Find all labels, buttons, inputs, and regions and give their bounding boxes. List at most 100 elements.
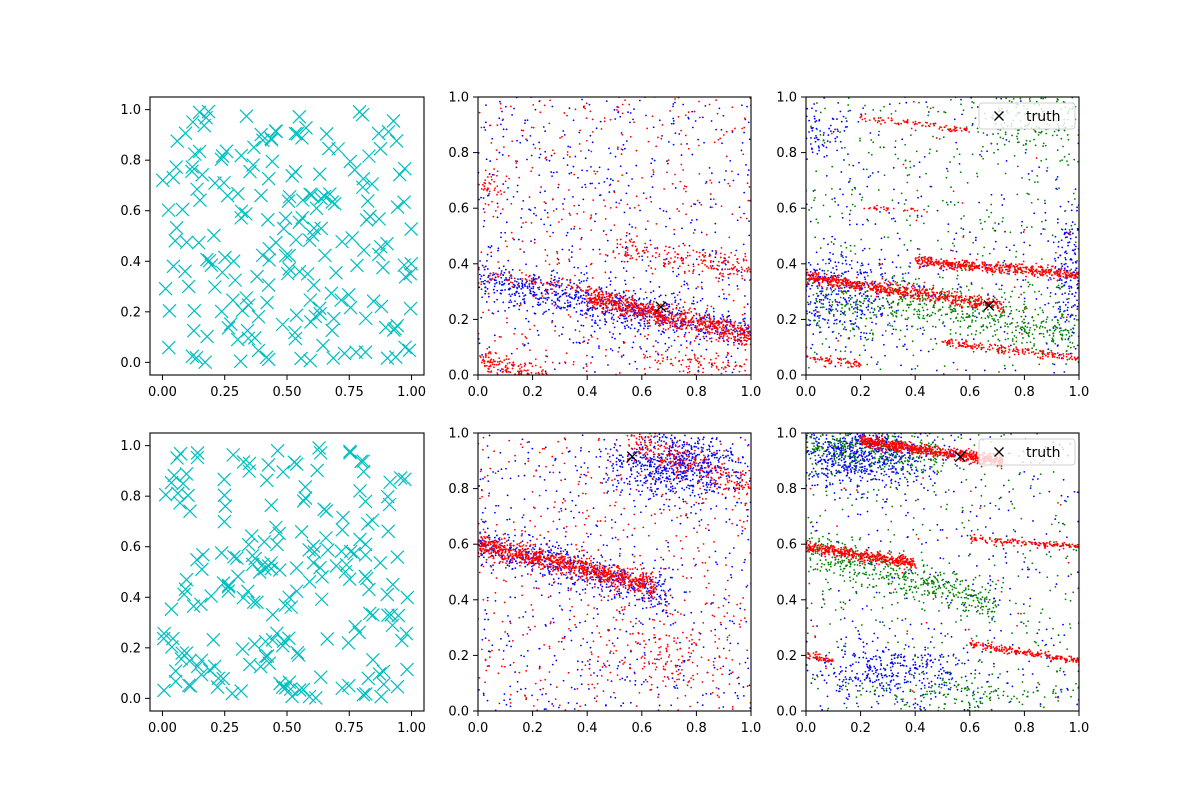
data-point xyxy=(909,166,912,169)
data-point xyxy=(1008,140,1011,143)
data-point xyxy=(234,204,249,219)
data-point xyxy=(953,118,956,121)
data-point xyxy=(516,184,519,187)
data-point xyxy=(831,308,834,311)
data-point xyxy=(694,357,696,359)
data-point xyxy=(483,185,486,188)
data-point xyxy=(736,285,739,287)
data-point xyxy=(1058,311,1061,314)
data-point xyxy=(878,310,880,312)
data-point xyxy=(1056,301,1059,304)
data-point xyxy=(524,119,527,122)
data-point xyxy=(863,297,866,300)
data-point xyxy=(692,272,694,275)
data-point xyxy=(979,332,982,334)
data-point xyxy=(666,307,669,310)
data-point xyxy=(932,135,934,138)
data-point xyxy=(1054,235,1057,238)
data-point xyxy=(502,118,504,121)
data-point xyxy=(632,310,635,313)
data-point xyxy=(591,304,594,307)
data-point xyxy=(741,268,744,271)
data-point xyxy=(914,278,917,281)
data-point xyxy=(974,117,977,120)
data-point xyxy=(732,325,735,328)
y-tick-label: 0.4 xyxy=(120,255,141,270)
data-point xyxy=(673,331,676,334)
data-point xyxy=(942,321,945,323)
data-point xyxy=(532,283,534,285)
data-point xyxy=(902,309,905,312)
data-point xyxy=(1064,256,1067,259)
data-point xyxy=(600,293,603,296)
data-point xyxy=(607,295,610,297)
data-point xyxy=(967,289,970,291)
data-point xyxy=(717,260,720,263)
data-point xyxy=(488,173,491,176)
data-point xyxy=(713,267,716,270)
data-point xyxy=(1076,206,1078,209)
data-point xyxy=(727,182,730,185)
data-point xyxy=(1071,342,1074,344)
data-point xyxy=(675,320,678,322)
data-point xyxy=(604,271,607,274)
data-point xyxy=(832,330,835,333)
data-point xyxy=(880,267,882,269)
data-point xyxy=(1052,305,1055,308)
data-point xyxy=(909,224,912,227)
data-point xyxy=(916,328,919,331)
data-point xyxy=(529,134,532,137)
data-point xyxy=(678,265,681,268)
data-point xyxy=(867,299,870,302)
data-point xyxy=(652,169,655,171)
data-point xyxy=(821,143,824,146)
data-point xyxy=(531,305,534,308)
data-point xyxy=(570,171,573,174)
data-point xyxy=(486,347,489,350)
data-point xyxy=(918,317,921,320)
data-point xyxy=(920,195,923,198)
data-point xyxy=(719,252,722,255)
data-point xyxy=(971,308,974,311)
data-point xyxy=(599,194,602,196)
data-point xyxy=(975,316,978,319)
data-point xyxy=(1068,241,1071,244)
data-point xyxy=(844,146,846,149)
data-point xyxy=(840,253,843,256)
data-point xyxy=(918,101,920,104)
data-point xyxy=(528,279,531,282)
data-point xyxy=(843,158,845,161)
data-point xyxy=(1053,130,1056,133)
data-point xyxy=(722,318,725,321)
data-point xyxy=(892,301,894,304)
data-point xyxy=(525,138,527,141)
data-point xyxy=(505,355,508,357)
data-point xyxy=(556,250,558,253)
data-point xyxy=(551,270,553,273)
data-point xyxy=(1064,338,1067,341)
data-point xyxy=(1056,98,1059,100)
data-point xyxy=(814,140,817,143)
data-point xyxy=(831,304,834,306)
data-point xyxy=(1034,144,1037,147)
data-point xyxy=(388,321,402,336)
data-point xyxy=(605,286,608,289)
data-point xyxy=(717,368,720,371)
data-point xyxy=(714,222,717,225)
data-point xyxy=(527,342,530,345)
data-point xyxy=(565,352,568,355)
data-point xyxy=(1064,320,1067,323)
data-point xyxy=(596,299,598,302)
data-point xyxy=(969,325,972,328)
data-point xyxy=(731,106,734,109)
data-point xyxy=(619,238,622,241)
data-point xyxy=(841,216,844,219)
data-point xyxy=(630,301,633,304)
data-point xyxy=(554,303,557,306)
data-point xyxy=(497,191,499,194)
data-point xyxy=(841,307,843,309)
data-point xyxy=(981,254,984,257)
data-point xyxy=(909,300,912,303)
data-point xyxy=(714,249,717,252)
data-point xyxy=(1038,290,1041,293)
